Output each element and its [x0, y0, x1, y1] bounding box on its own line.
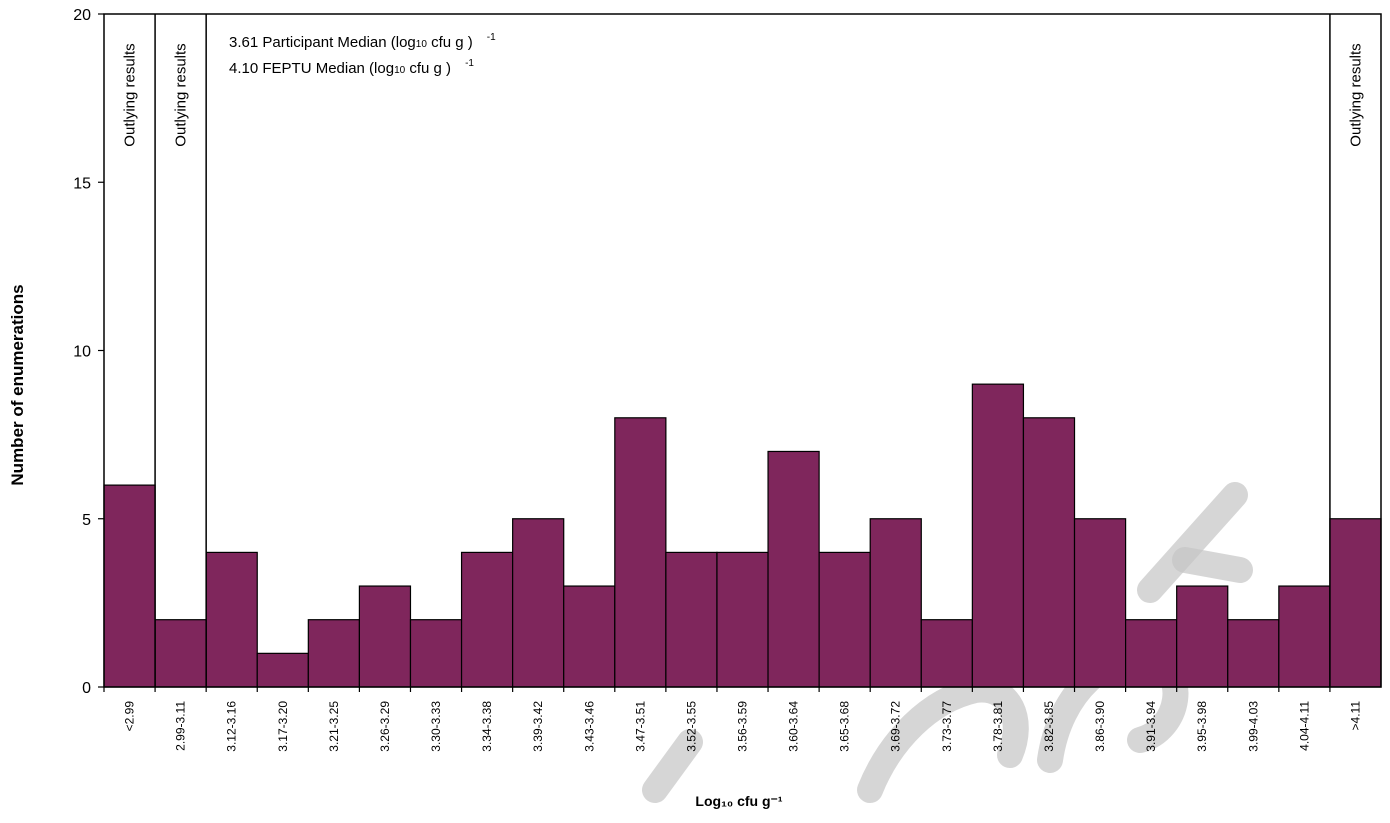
watermark-stroke	[1172, 547, 1253, 583]
x-tick-label: 3.65-3.68	[838, 701, 852, 752]
x-tick-label: 3.56-3.59	[736, 701, 750, 752]
x-tick-label: 3.34-3.38	[480, 701, 494, 752]
bar-3	[256, 652, 309, 688]
x-axis-label: Log₁₀ cfu g⁻¹	[695, 793, 782, 809]
watermark-stroke	[1137, 482, 1248, 603]
bar-7	[460, 551, 514, 688]
bar-11	[665, 551, 718, 688]
bar-9	[563, 585, 616, 688]
outlier-label: Outlying results	[122, 43, 139, 146]
x-tick-label: 3.17-3.20	[276, 701, 290, 752]
x-tick-label: 3.30-3.33	[429, 701, 443, 752]
x-tick-label: 3.52-3.55	[684, 701, 698, 752]
bar-5	[358, 585, 412, 688]
bar-17	[971, 383, 1025, 688]
bars	[103, 383, 1382, 688]
y-tick-label: 10	[73, 344, 91, 361]
x-tick-label: 3.26-3.29	[378, 701, 392, 752]
bar-10	[614, 417, 667, 688]
y-tick-label: 5	[82, 512, 91, 529]
y-axis-ticks: 0 5 10 15 20	[73, 7, 104, 697]
x-tick-label: 3.91-3.94	[1144, 701, 1158, 752]
x-tick-label: 3.78-3.81	[991, 701, 1005, 752]
watermark-stroke	[642, 729, 703, 803]
median-annotation: 4.10 FEPTU Median (log10 cfu g ) -1	[229, 58, 474, 77]
x-tick-label: 3.43-3.46	[582, 701, 596, 752]
watermark-stroke	[857, 676, 1029, 803]
bar-16	[920, 619, 973, 688]
x-tick-label: 3.82-3.85	[1042, 701, 1056, 752]
bar-0	[103, 484, 156, 688]
bar-24	[1329, 518, 1382, 688]
bar-2	[205, 551, 258, 688]
bar-19	[1073, 518, 1127, 688]
x-tick-label: 3.21-3.25	[327, 701, 341, 752]
x-tick-label: >4.11	[1349, 701, 1363, 731]
x-tick-label: 2.99-3.11	[174, 701, 188, 751]
outlier-dividers	[154, 14, 1331, 687]
median-annotations: 3.61 Participant Median (log10 cfu g ) -1…	[229, 32, 496, 77]
x-tick-label: 3.12-3.16	[225, 701, 239, 752]
outlier-label: Outlying results	[173, 43, 190, 146]
bar-4	[307, 619, 361, 688]
x-tick-label: 3.60-3.64	[787, 701, 801, 752]
x-tick-label: 3.99-4.03	[1246, 701, 1260, 752]
bar-1	[154, 619, 207, 688]
bar-23	[1278, 585, 1331, 688]
x-tick-label: 3.69-3.72	[889, 701, 903, 752]
bar-15	[869, 518, 922, 688]
x-tick-label: 3.73-3.77	[940, 701, 954, 752]
y-tick-label: 0	[82, 680, 91, 697]
bar-8	[512, 518, 565, 688]
x-tick-label: 4.04-4.11	[1297, 701, 1311, 751]
bar-18	[1022, 417, 1076, 688]
bar-21	[1176, 585, 1229, 688]
bar-12	[716, 551, 769, 688]
y-tick-label: 15	[73, 175, 91, 192]
median-annotation: 3.61 Participant Median (log10 cfu g ) -1	[229, 32, 496, 51]
bar-22	[1227, 619, 1280, 688]
x-tick-label: 3.39-3.42	[531, 701, 545, 752]
outlier-label: Outlying results	[1348, 43, 1365, 146]
x-tick-label: <2.99	[123, 701, 137, 732]
x-tick-label: 3.95-3.98	[1195, 701, 1209, 752]
y-axis-label: Number of enumerations	[8, 284, 27, 485]
outlier-labels: Outlying results Outlying results Outlying…	[122, 43, 1365, 146]
x-tick-label: 3.86-3.90	[1093, 701, 1107, 752]
bar-14	[818, 551, 871, 688]
x-axis-tick-labels: <2.99 2.99-3.11 3.12-3.16 3.17-3.20 3.21-3.2…	[103, 687, 1363, 752]
bar-20	[1124, 619, 1178, 688]
bar-6	[409, 619, 463, 688]
x-tick-label: 3.47-3.51	[633, 701, 647, 752]
bar-13	[767, 450, 820, 688]
y-tick-label: 20	[73, 7, 91, 24]
